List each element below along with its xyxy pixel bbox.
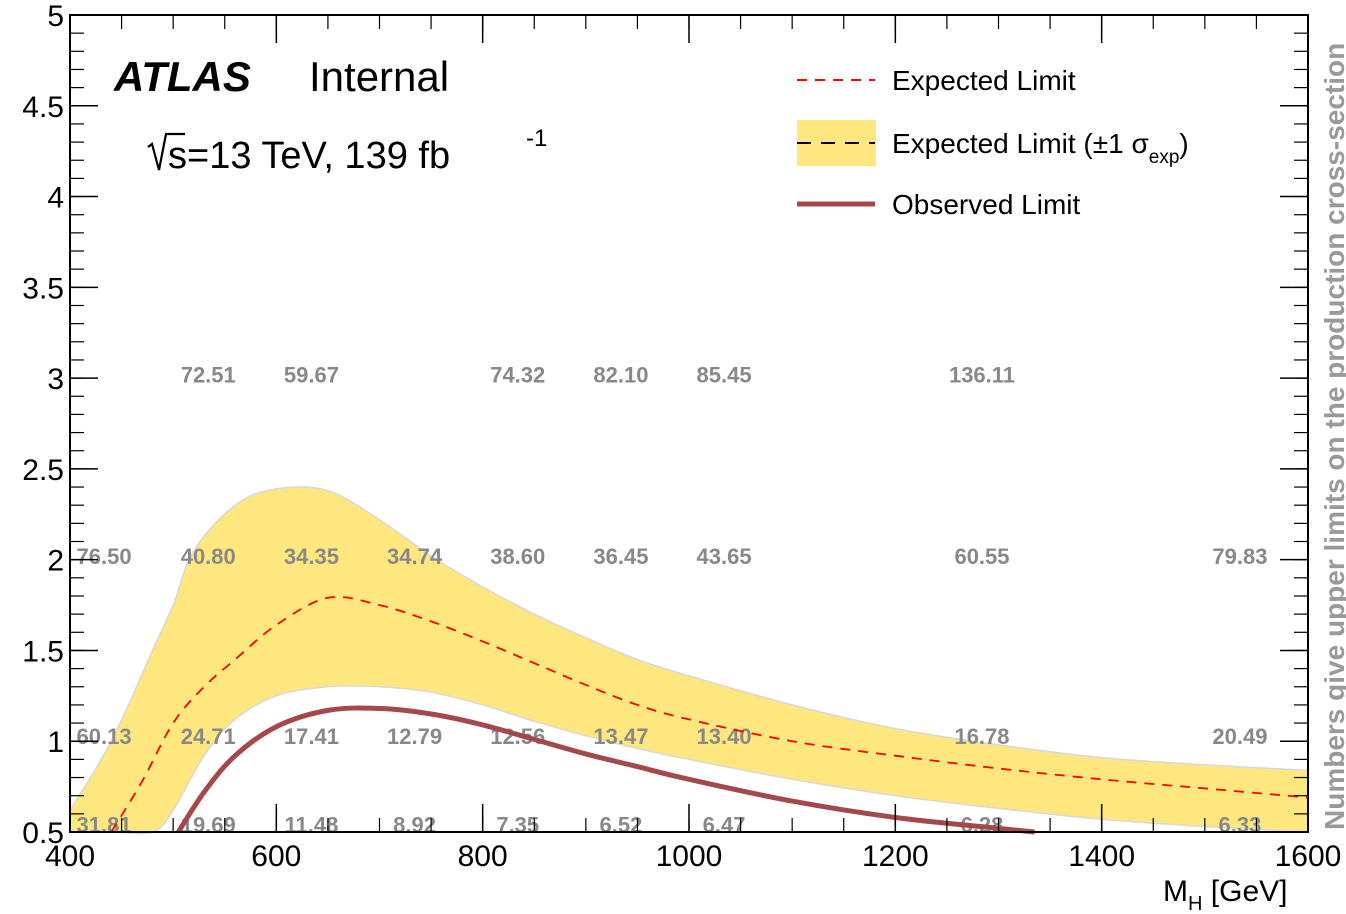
- sqrt-symbol: [147, 132, 185, 171]
- cross-section-value: 24.71: [181, 724, 236, 749]
- cross-section-value: 74.32: [490, 362, 545, 387]
- cross-section-value: 36.45: [593, 544, 648, 569]
- x-tick-label: 1000: [656, 840, 723, 873]
- cross-section-value: 8.92: [393, 813, 436, 838]
- y-tick-label: 1.5: [22, 635, 64, 668]
- cross-section-value: 60.13: [77, 724, 132, 749]
- x-tick-label: 800: [458, 840, 508, 873]
- cross-section-value: 17.41: [284, 724, 339, 749]
- y-tick-label: 4.5: [22, 91, 64, 124]
- x-tick-label: 400: [45, 840, 95, 873]
- cross-section-value: 11.48: [284, 813, 338, 838]
- cross-section-value: 72.51: [181, 362, 236, 387]
- legend-band-sub: exp: [1149, 147, 1180, 168]
- cross-section-value: 31.81: [77, 813, 132, 838]
- cross-section-value: 82.10: [593, 362, 648, 387]
- cross-section-value: 16.78: [954, 724, 1009, 749]
- cross-section-value: 79.83: [1212, 544, 1267, 569]
- status-label: Internal: [309, 53, 449, 100]
- x-axis-label-main: M: [1163, 875, 1188, 908]
- axes: 0.5 1 1.5 2 2.5 3 3.5 4 4.5 5 400 600 800 1000 1200 140…: [22, 0, 1341, 873]
- y-tick-label: 1: [47, 726, 64, 759]
- y-tick-label: 4: [47, 182, 64, 215]
- x-axis-label: MH [GeV]: [1163, 875, 1288, 914]
- legend-expected-label: Expected Limit: [892, 65, 1076, 96]
- x-tick-label: 1600: [1275, 840, 1342, 873]
- cross-section-value: 76.50: [77, 544, 132, 569]
- cross-section-value: 12.79: [387, 724, 442, 749]
- legend-observed-label: Observed Limit: [892, 189, 1081, 220]
- energy-sup: -1: [526, 125, 547, 152]
- cross-section-value: 136.11: [949, 362, 1015, 387]
- legend: Expected Limit Expected Limit (±1 σexp) …: [797, 65, 1189, 220]
- y-tick-label: 3: [47, 363, 64, 396]
- cross-section-value: 34.35: [284, 544, 339, 569]
- cross-section-value: 40.80: [181, 544, 236, 569]
- side-note: Numbers give upper limits on the product…: [1319, 43, 1346, 830]
- cross-section-value: 6.52: [599, 813, 642, 838]
- expected-limit-line: [110, 596, 1309, 833]
- cross-section-value: 59.67: [284, 362, 339, 387]
- y-tick-label: 0.5: [22, 817, 64, 850]
- observed-limit-line: [176, 705, 1035, 835]
- energy-text: s=13 TeV, 139 fb: [168, 135, 450, 177]
- y-tick-label: 2: [47, 545, 64, 578]
- x-tick-label: 600: [251, 840, 301, 873]
- cross-section-value: 6.33: [1218, 813, 1261, 838]
- x-tick-label: 1200: [862, 840, 929, 873]
- x-tick-label: 1400: [1068, 840, 1135, 873]
- energy-lumi-label: s=13 TeV, 139 fb -1: [147, 125, 547, 177]
- cross-section-value: 6.47: [703, 813, 746, 838]
- cross-section-value: 13.47: [593, 724, 648, 749]
- limit-lines-layer: [110, 596, 1309, 835]
- cross-section-value: 38.60: [490, 544, 545, 569]
- experiment-label: ATLAS: [113, 53, 251, 100]
- cross-section-value: 43.65: [697, 544, 752, 569]
- legend-band-text: Expected Limit (±1 σ: [892, 128, 1149, 159]
- legend-band-label: Expected Limit (±1 σexp): [892, 128, 1189, 168]
- y-tick-label: 3.5: [22, 272, 64, 305]
- cross-section-value: 60.55: [954, 544, 1009, 569]
- y-tick-label: 2.5: [22, 454, 64, 487]
- cross-section-value: 85.45: [697, 362, 752, 387]
- cross-section-value: 7.35: [496, 813, 539, 838]
- y-tick-label: 5: [47, 0, 64, 33]
- cross-section-value: 20.49: [1212, 724, 1267, 749]
- x-axis-label-sub: H: [1188, 893, 1202, 914]
- cross-section-value: 34.74: [387, 544, 443, 569]
- legend-band-tail: ): [1179, 128, 1188, 159]
- x-axis-label-unit: [GeV]: [1202, 875, 1287, 908]
